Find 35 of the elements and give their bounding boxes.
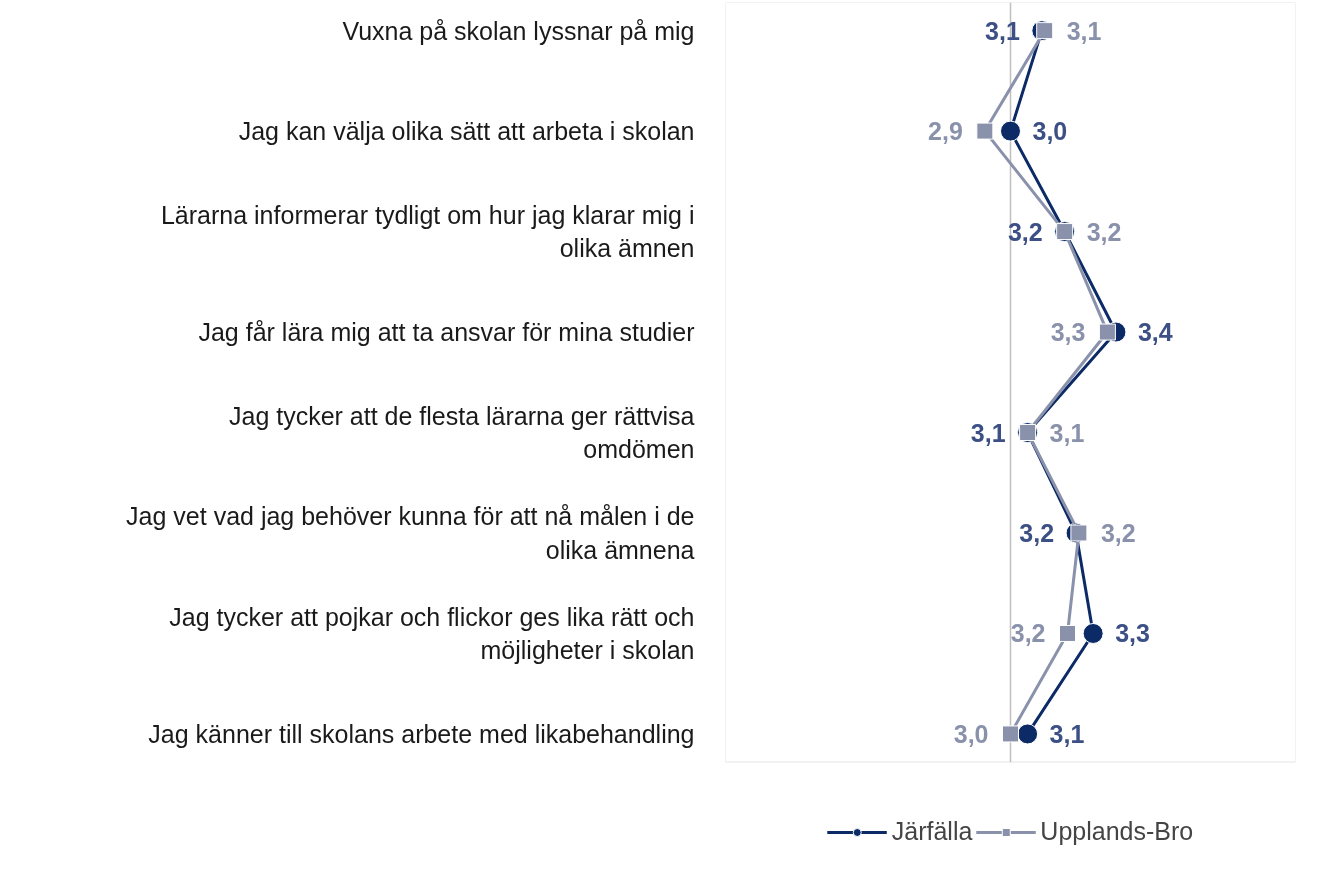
- point: [1070, 524, 1088, 542]
- point: [1017, 723, 1039, 745]
- y-tick-label: Vuxna på skolan lyssnar på mig: [342, 16, 695, 45]
- data-label: 3,1: [985, 16, 1020, 45]
- data-label: 3,2: [1007, 217, 1043, 246]
- data-label: 3,2: [1019, 519, 1055, 547]
- y-tick-label: Jag känner till skolans arbete med likabehandling: [148, 719, 695, 748]
- data-label: 2,9: [928, 117, 963, 146]
- y-tick-label: Jag kan välja olika sätt att arbeta i skolan: [238, 117, 695, 146]
- data-label: 3,1: [970, 418, 1006, 447]
- legend-label: Järfälla: [891, 817, 973, 846]
- data-label: 3,1: [1049, 418, 1085, 447]
- data-label: 3,0: [1032, 117, 1068, 146]
- point: [1036, 22, 1054, 40]
- data-label: 3,3: [1050, 318, 1086, 347]
- point: [1002, 725, 1019, 743]
- y-tick-label: Jag tycker att de flesta lärarna ger rättvisa omdömen: [229, 401, 695, 464]
- data-label: 3,4: [1137, 318, 1173, 347]
- y-tick-label: Jag vet vad jag behöver kunna för att nå målen i de olika ämnena: [126, 502, 695, 564]
- point: [1082, 622, 1104, 644]
- point: [1098, 323, 1116, 341]
- data-label: 3,2: [1100, 519, 1136, 547]
- point: [1000, 120, 1021, 142]
- data-label: 3,2: [1086, 217, 1122, 246]
- data-label: 3,1: [1066, 16, 1102, 45]
- legend-label: Upplands-Bro: [1040, 817, 1194, 846]
- y-tick-label: Jag får lära mig att ta ansvar för mina studier: [198, 318, 695, 347]
- data-label: 3,0: [953, 719, 989, 748]
- data-label: 3,1: [1049, 719, 1085, 748]
- point: [1059, 624, 1076, 642]
- data-label: 3,3: [1115, 619, 1150, 648]
- data-label: 3,2: [1010, 619, 1046, 648]
- y-tick-label: Jag tycker att pojkar och flickor ges lika rätt och möjligheter i skolan: [169, 602, 695, 665]
- y-tick-label: Lärarna informerar tydligt om hur jag klarar mig i olika ämnen: [160, 200, 695, 263]
- point: [976, 122, 994, 140]
